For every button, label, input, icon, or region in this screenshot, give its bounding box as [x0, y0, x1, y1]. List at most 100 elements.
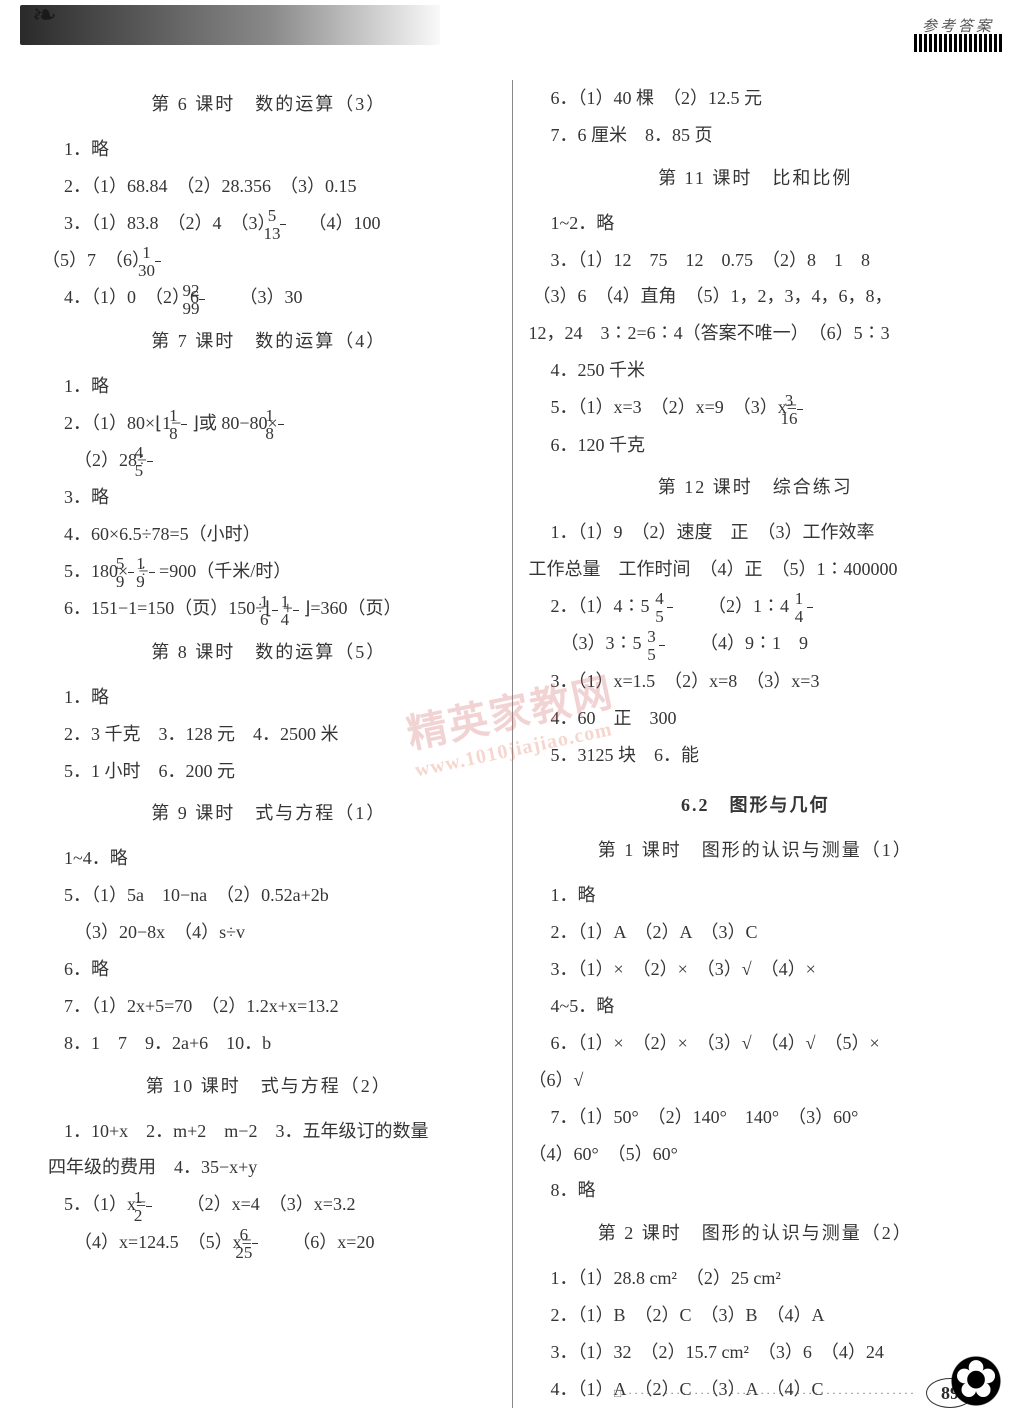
text: 4．（1）0 （2）6	[64, 287, 199, 307]
fraction: 59	[128, 555, 134, 590]
fraction: 513	[280, 207, 286, 242]
fraction: 130	[155, 244, 161, 279]
barcode-icon	[914, 34, 1004, 52]
page-header: ❧ 参考答案	[0, 0, 1024, 50]
fraction: 45	[667, 590, 673, 625]
answer-line: 3．（1）32 （2）15.7 cm² （3）6 （4）24	[550, 1334, 982, 1371]
section-title-11: 第 11 课时 比和比例	[528, 160, 982, 197]
fraction: 45	[147, 444, 153, 479]
header-smudge	[20, 5, 440, 45]
answer-line: 6．120 千克	[550, 427, 982, 464]
answer-line: 3．（1）12 75 12 0.75 （2）8 1 8	[550, 242, 982, 279]
answer-line: 4．（1）0 （2）69299 （3）30	[64, 279, 496, 316]
answer-line: 2．（1）80×⌊1−18 ⌋或 80−80×18	[64, 405, 496, 442]
answer-line: 2．（1）B （2）C （3）B （4）A	[550, 1297, 982, 1334]
answer-line: 6．（1）× （2）× （3）√ （4）√ （5）×	[550, 1025, 982, 1062]
answer-line: 4~5．略	[550, 988, 982, 1025]
header-label: 参考答案	[922, 15, 994, 36]
section-subtitle-1: 第 1 课时 图形的认识与测量（1）	[528, 832, 982, 869]
fraction: 14	[807, 590, 813, 625]
answer-line: 5．（1）x=12 （2）x=4 （3）x=3.2	[64, 1186, 496, 1223]
answer-line: （2）28÷45	[74, 442, 496, 479]
answer-line: 1~2．略	[550, 205, 982, 242]
answer-line: 5．（1）5a 10−na （2）0.52a+2b	[64, 877, 496, 914]
answer-line: 1．（1）28.8 cm² （2）25 cm²	[550, 1260, 982, 1297]
answer-line: 工作总量 工作时间 （4）正 （5）1∶400000	[528, 551, 982, 588]
answer-line: 8．1 7 9．2a+6 10．b	[64, 1025, 496, 1062]
section-title-7: 第 7 课时 数的运算（4）	[42, 323, 496, 360]
answer-line: （4）60° （5）60°	[528, 1136, 982, 1173]
text: =900（千米/时）	[159, 561, 291, 581]
text: 6．151−1=150（页）150÷⌊	[64, 598, 272, 618]
column-divider	[512, 80, 513, 1408]
answer-line: 2．（1）68.84 （2）28.356 （3）0.15	[64, 168, 496, 205]
left-column: 第 6 课时 数的运算（3） 1．略 2．（1）68.84 （2）28.356 …	[30, 80, 508, 1408]
leaf-icon: ❧	[32, 0, 57, 33]
dots-icon: □ ······································…	[614, 1386, 916, 1401]
answer-line: 5．1 小时 6．200 元	[64, 753, 496, 790]
answer-line: 1．略	[550, 877, 982, 914]
answer-line: 5．180×59 ÷19 =900（千米/时）	[64, 553, 496, 590]
section-title-8: 第 8 课时 数的运算（5）	[42, 634, 496, 671]
answer-line: 3．（1）83.8 （2）4 （3） 513 （4）100	[64, 205, 496, 242]
answer-line: 7．（1）50° （2）140° 140° （3）60°	[550, 1099, 982, 1136]
answer-line: 1．10+x 2．m+2 m−2 3．五年级订的数量	[64, 1113, 496, 1150]
answer-line: 4．250 千米	[550, 352, 982, 389]
fraction: 9299	[199, 282, 205, 317]
fraction: 316	[797, 392, 803, 427]
text: （2）x=4 （3）x=3.2	[187, 1194, 356, 1214]
fraction: 625	[252, 1226, 258, 1261]
text: （3）30	[240, 287, 303, 307]
text: （6）x=20	[292, 1232, 374, 1252]
answer-line: 6．（1）40 棵 （2）12.5 元	[550, 80, 982, 117]
content-area: 第 6 课时 数的运算（3） 1．略 2．（1）68.84 （2）28.356 …	[0, 50, 1024, 1418]
text: 2．（1）4∶5	[550, 596, 667, 616]
section-title-6: 第 6 课时 数的运算（3）	[42, 86, 496, 123]
answer-line: （3）3∶5 35 （4）9∶1 9	[560, 625, 982, 662]
text: （3）3∶5	[560, 633, 659, 653]
page-footer: □ ······································…	[614, 1378, 974, 1408]
fraction: 14	[293, 593, 299, 628]
fraction: 12	[146, 1189, 152, 1224]
fraction: 35	[659, 628, 665, 663]
answer-line: 5．3125 块 6．能	[550, 737, 982, 774]
answer-line: 1．略	[64, 368, 496, 405]
text: （4）x=124.5 （5）x=	[74, 1232, 252, 1252]
answer-line: 3．略	[64, 479, 496, 516]
text: （4）100	[309, 213, 381, 233]
section-title-6-2: 6.2 图形与几何	[528, 787, 982, 824]
answer-line: 5．（1）x=3 （2）x=9 （3）x=316	[550, 389, 982, 426]
answer-line: 2．3 千克 3．128 元 4．2500 米	[64, 716, 496, 753]
text: 2．（1）80×⌊1−	[64, 413, 181, 433]
text: ⌋=360（页）	[303, 598, 401, 618]
answer-line: 7．（1）2x+5=70 （2）1.2x+x=13.2	[64, 988, 496, 1025]
right-column: 6．（1）40 棵 （2）12.5 元 7．6 厘米 8．85 页 第 11 课…	[516, 80, 994, 1408]
text: （2）1∶4	[708, 596, 807, 616]
fraction: 18	[181, 407, 187, 442]
answer-line: 2．（1）A （2）A （3）C	[550, 914, 982, 951]
answer-line: （3）6 （4）直角 （5）1，2，3，4，6，8，	[532, 278, 982, 315]
text: 5．（1）x=3 （2）x=9 （3）x=	[550, 397, 796, 417]
answer-line: （4）x=124.5 （5）x=625 （6）x=20	[74, 1224, 496, 1261]
answer-line: 1~4．略	[64, 840, 496, 877]
answer-line: 4．60×6.5÷78=5（小时）	[64, 516, 496, 553]
fraction: 19	[149, 555, 155, 590]
answer-line: 6．略	[64, 951, 496, 988]
text: （5）7 （6）	[42, 250, 150, 270]
section-title-9: 第 9 课时 式与方程（1）	[42, 795, 496, 832]
section-title-12: 第 12 课时 综合练习	[528, 469, 982, 506]
answer-line: 四年级的费用 4．35−x+y	[48, 1149, 496, 1186]
answer-line: 1．略	[64, 679, 496, 716]
answer-line: 8．略	[550, 1172, 982, 1209]
text: （4）9∶1 9	[700, 633, 808, 653]
answer-line: 1．（1）9 （2）速度 正 （3）工作效率	[550, 514, 982, 551]
answer-line: 1．略	[64, 131, 496, 168]
fraction: 16	[272, 593, 278, 628]
text: 3．（1）83.8 （2）4 （3）	[64, 213, 276, 233]
section-title-10: 第 10 课时 式与方程（2）	[42, 1068, 496, 1105]
answer-line: （6）√	[528, 1062, 982, 1099]
answer-line: 3．（1）× （2）× （3）√ （4）×	[550, 951, 982, 988]
answer-line: 6．151−1=150（页）150÷⌊16 +14 ⌋=360（页）	[64, 590, 496, 627]
answer-line: 2．（1）4∶5 45 （2）1∶4 14	[550, 588, 982, 625]
fraction: 18	[278, 407, 284, 442]
